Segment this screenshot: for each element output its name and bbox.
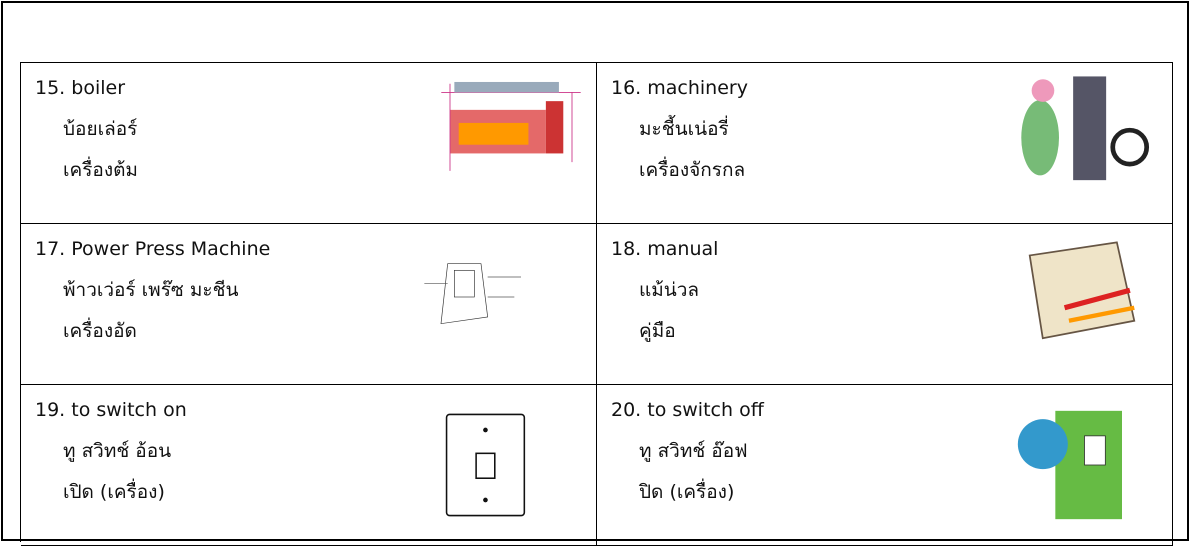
vocab-cell: 17. Power Press Machine พ้าวเว่อร์ เพร๊ซ … [21, 224, 597, 385]
reading: ทู สวิทช์ อ๊อฟ [639, 440, 748, 462]
vocab-cell: 16. machinery มะชี้นเน่อรี่เครื่องจักรกล [597, 63, 1173, 224]
meaning: ปิด (เครื่อง) [639, 481, 735, 503]
reading: แม้น่วล [639, 279, 700, 301]
vocab-cell: 20. to switch off ทู สวิทช์ อ๊อฟปิด (เครื… [597, 385, 1173, 546]
illustration [1028, 241, 1136, 340]
term: 18. manual [611, 238, 719, 260]
vocab-table: 15. boiler บ้อยเล่อร์เครื่องต้ม 16. machin… [20, 62, 1173, 546]
vocab-cell: 15. boiler บ้อยเล่อร์เครื่องต้ม [21, 63, 597, 224]
illustration [445, 413, 526, 517]
reading: ทู สวิทช์ อ้อน [63, 440, 172, 462]
meaning: คู่มือ [639, 320, 676, 342]
reading: บ้อยเล่อร์ [63, 118, 138, 140]
meaning: เครื่องอัด [63, 320, 137, 342]
vocab-cell: 19. to switch on ทู สวิทช์ อ้อนเปิด (เครื… [21, 385, 597, 546]
term: 17. Power Press Machine [35, 238, 271, 260]
illustration [1017, 410, 1122, 520]
term: 16. machinery [611, 77, 748, 99]
meaning: เปิด (เครื่อง) [63, 481, 165, 503]
reading: พ้าวเว่อร์ เพร๊ซ มะชีน [63, 279, 239, 301]
illustration [1021, 76, 1150, 181]
term: 15. boiler [35, 77, 125, 99]
illustration [424, 263, 521, 325]
reading: มะชี้นเน่อรี่ [639, 118, 729, 140]
term: 20. to switch off [611, 399, 764, 421]
vocab-cell: 18. manual แม้น่วลคู่มือ [597, 224, 1173, 385]
term: 19. to switch on [35, 399, 187, 421]
meaning: เครื่องจักรกล [639, 159, 746, 181]
illustration [432, 75, 590, 180]
meaning: เครื่องต้ม [63, 159, 138, 181]
